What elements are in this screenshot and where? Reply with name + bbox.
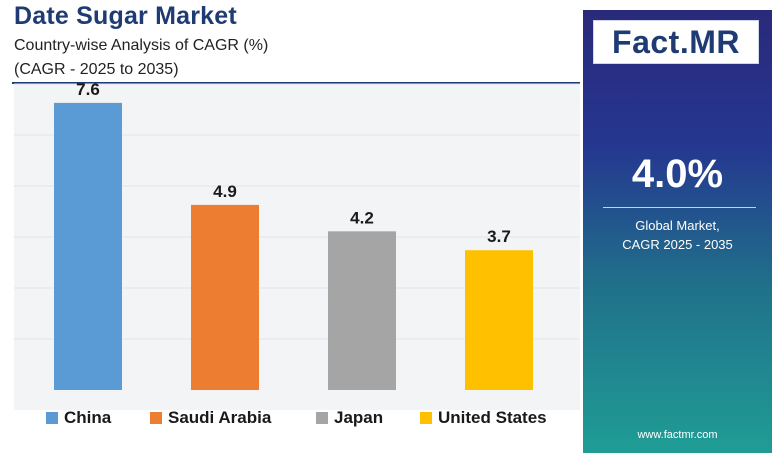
global-label-line-1: Global Market,	[635, 218, 720, 233]
data-label: 4.9	[213, 182, 237, 201]
data-label: 7.6	[76, 80, 100, 99]
subtitle-line-2: (CAGR - 2025 to 2035)	[14, 61, 179, 78]
bar-japan	[328, 231, 396, 390]
legend-swatch	[316, 412, 328, 424]
factmr-logo: Fact. MR	[593, 20, 759, 64]
legend-swatch	[420, 412, 432, 424]
sidebar-panel: Fact. MR 4.0% Global Market, CAGR 2025 - …	[583, 10, 772, 453]
chart-title: Date Sugar Market	[14, 2, 237, 30]
title-divider	[12, 82, 580, 84]
legend-label: Japan	[334, 408, 383, 427]
sidebar-divider	[603, 207, 756, 208]
global-cagr-value: 4.0%	[631, 152, 724, 196]
legend-swatch	[150, 412, 162, 424]
bar-united-states	[465, 250, 533, 390]
global-label-line-2: CAGR 2025 - 2035	[622, 237, 733, 252]
website-url: www.factmr.com	[637, 429, 718, 441]
legend-label: China	[64, 408, 112, 427]
logo-main: Fact	[612, 23, 680, 60]
legend-label: Saudi Arabia	[168, 408, 272, 427]
subtitle-line-1: Country-wise Analysis of CAGR (%)	[14, 37, 269, 54]
legend-swatch	[46, 412, 58, 424]
bar-china	[54, 102, 122, 390]
logo-dot: .	[679, 23, 690, 60]
global-cagr-label: Global Market, CAGR 2025 - 2035	[583, 216, 772, 254]
legend-label: United States	[438, 408, 547, 427]
logo-suffix: MR	[689, 23, 740, 60]
data-label: 4.2	[350, 208, 374, 227]
chart-subtitle: Country-wise Analysis of CAGR (%) (CAGR …	[14, 34, 268, 82]
data-label: 3.7	[487, 227, 511, 246]
bar-saudi-arabia	[191, 204, 259, 390]
bar-chart: 7.6 4.9 4.2 3.7 China Saudi Arabia Japan United…	[14, 80, 580, 427]
